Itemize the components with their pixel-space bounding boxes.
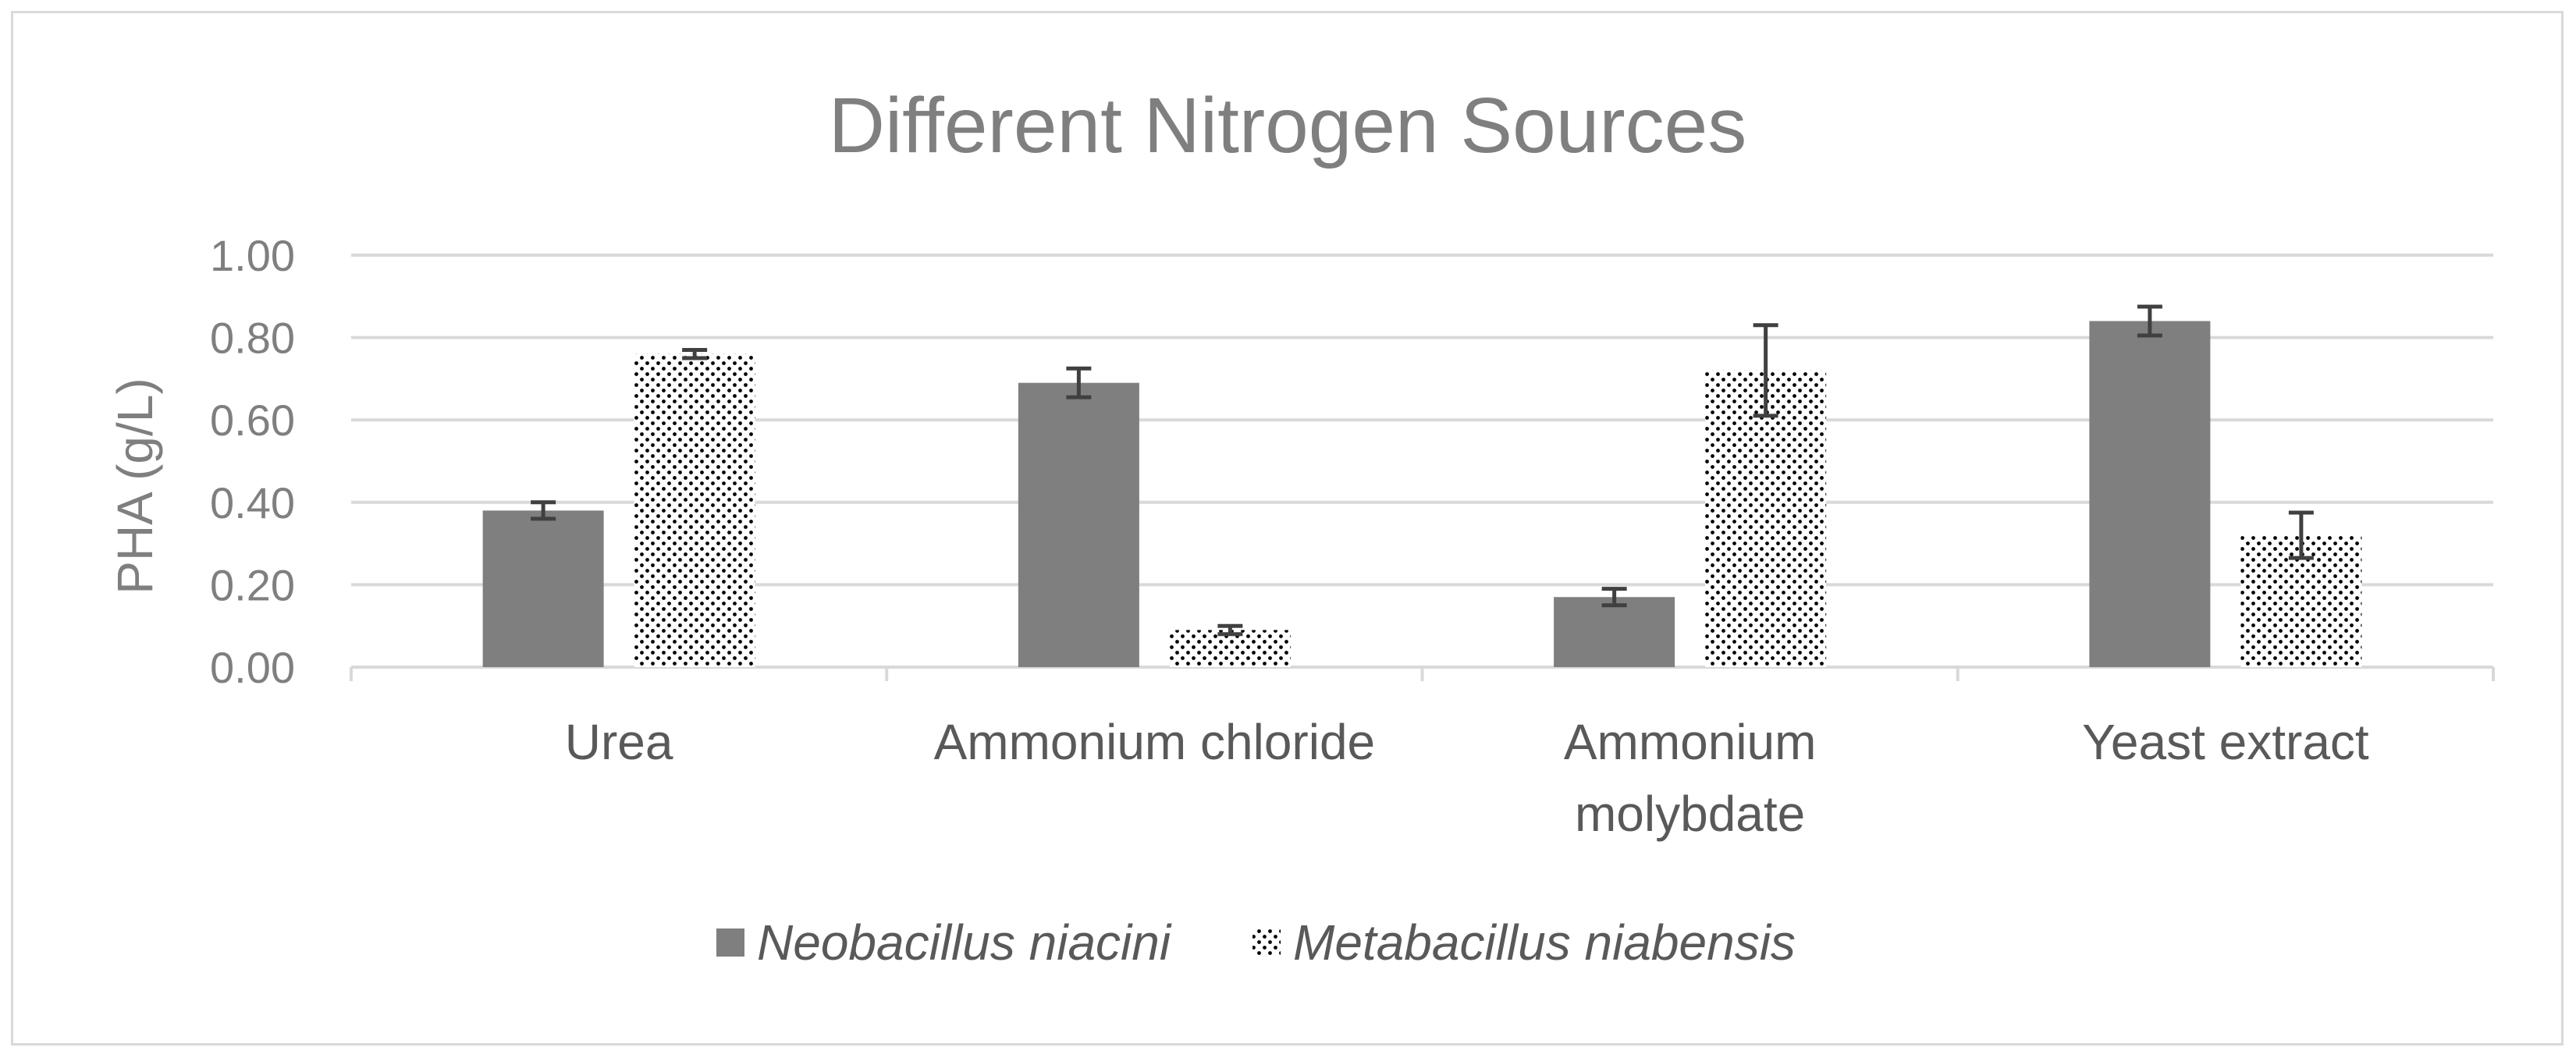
y-tick-label: 0.40 bbox=[210, 478, 295, 527]
y-tick-label: 1.00 bbox=[210, 231, 295, 280]
category-label: Ammonium bbox=[1564, 714, 1817, 770]
error-bar bbox=[1217, 623, 1243, 637]
y-tick-label: 0.20 bbox=[210, 560, 295, 609]
bars bbox=[482, 321, 2362, 667]
legend-label: Neobacillus niacini bbox=[757, 914, 1172, 971]
bar-metabacillus-niabensis bbox=[1169, 630, 1291, 667]
y-tick-label: 0.80 bbox=[210, 314, 295, 363]
error-bar bbox=[2288, 510, 2314, 560]
y-tick-label: 0.60 bbox=[210, 396, 295, 445]
chart-title: Different Nitrogen Sources bbox=[829, 82, 1747, 169]
bar-neobacillus-niacini bbox=[482, 510, 604, 667]
error-bar bbox=[682, 347, 708, 360]
y-tick-label: 0.00 bbox=[210, 643, 295, 692]
error-bar bbox=[1066, 366, 1092, 399]
category-label: Ammonium chloride bbox=[934, 714, 1376, 770]
bar-neobacillus-niacini bbox=[2089, 321, 2211, 667]
error-bar bbox=[1601, 587, 1627, 608]
category-labels: Urea Ammonium chloride Ammonium molybdate Ye… bbox=[565, 714, 2369, 842]
error-bar bbox=[2137, 304, 2162, 338]
bar-neobacillus-niacini bbox=[1554, 597, 1675, 667]
y-tick-labels: 0.00 0.20 0.40 0.60 0.80 1.00 bbox=[210, 231, 295, 692]
bar-neobacillus-niacini bbox=[1018, 382, 1139, 667]
legend: Neobacillus niacini Metabacillus niabensi… bbox=[716, 914, 1796, 971]
legend-swatch bbox=[1252, 928, 1281, 957]
category-label: Urea bbox=[565, 714, 673, 770]
error-bars bbox=[531, 304, 2314, 637]
y-axis-label: PHA (g/L) bbox=[107, 378, 163, 594]
category-label: molybdate bbox=[1575, 786, 1805, 842]
legend-item: Neobacillus niacini bbox=[716, 914, 1172, 971]
legend-swatch bbox=[716, 928, 744, 957]
x-axis bbox=[350, 666, 2495, 681]
error-bar bbox=[531, 500, 556, 521]
error-bar bbox=[1753, 323, 1778, 418]
category-label: Yeast extract bbox=[2082, 714, 2369, 770]
legend-item: Metabacillus niabensis bbox=[1252, 914, 1796, 971]
bar-metabacillus-niabensis bbox=[634, 353, 755, 667]
bar-metabacillus-niabensis bbox=[1705, 370, 1827, 667]
legend-label: Metabacillus niabensis bbox=[1293, 914, 1796, 971]
